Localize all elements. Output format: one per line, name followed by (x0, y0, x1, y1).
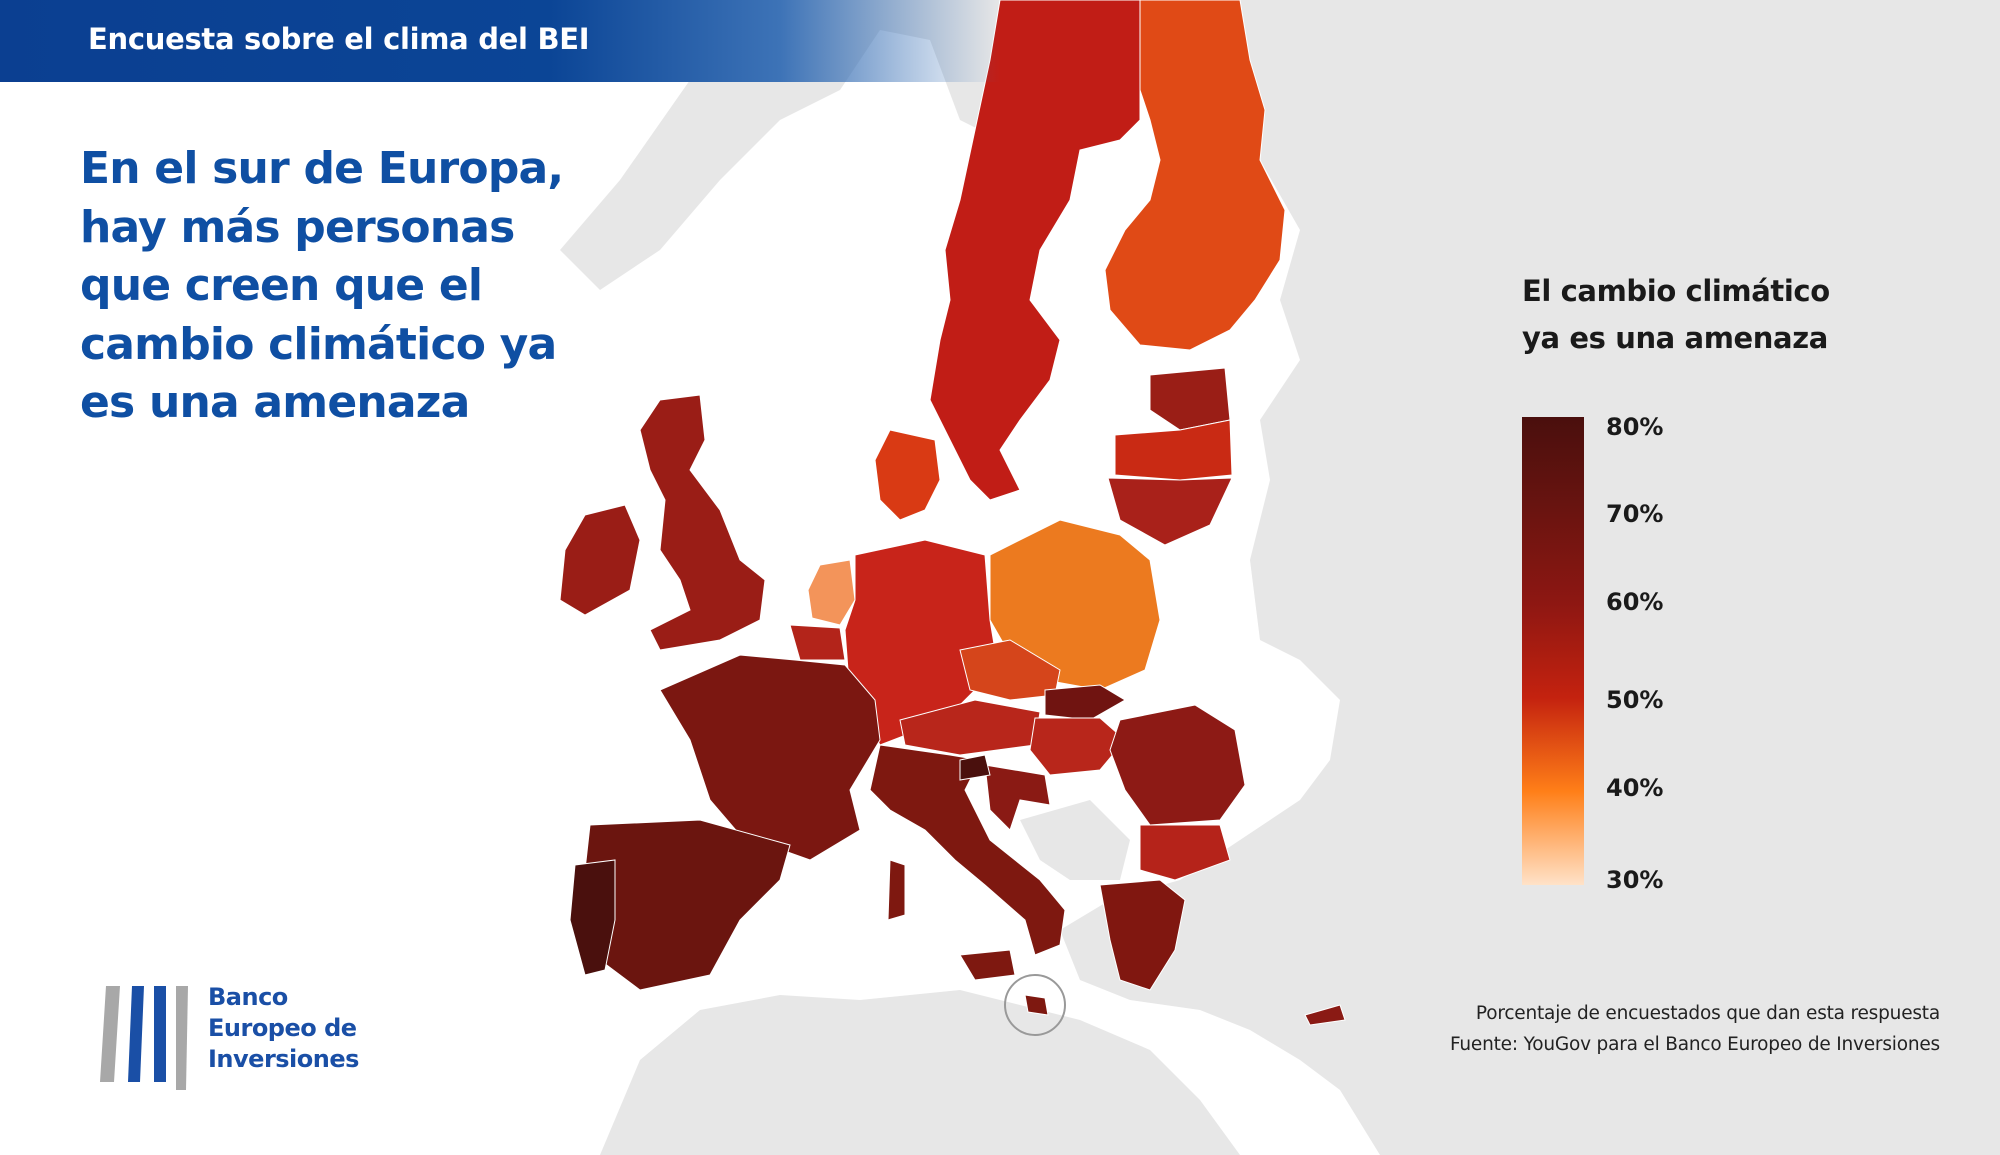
country-uk (639, 394, 766, 651)
country-finland (1104, 0, 1286, 351)
legend-title-line: ya es una amenaza (1522, 321, 1828, 355)
country-hungary (1029, 717, 1126, 776)
eib-logo-icon (100, 986, 188, 1090)
legend-title-line: El cambio climático (1522, 274, 1830, 308)
country-france (659, 654, 881, 861)
country-italy-sardinia (887, 859, 906, 921)
country-netherlands (807, 559, 856, 626)
country-cyprus (1304, 1004, 1346, 1026)
headline-line: En el sur de Europa, (80, 143, 564, 194)
eu-countries (559, 0, 1346, 1036)
country-estonia (1149, 367, 1231, 431)
headline-line: que creen que el (80, 260, 483, 311)
country-italy-sicily (959, 949, 1016, 981)
country-belgium (789, 624, 846, 661)
legend-color-scale (1522, 417, 1584, 885)
country-bulgaria (1139, 824, 1231, 881)
country-romania (1109, 704, 1246, 826)
malta-highlight (1004, 974, 1066, 1036)
legend-tick: 40% (1606, 774, 1664, 802)
headline: En el sur de Europa, hay más personas qu… (80, 140, 600, 433)
legend-tick: 30% (1606, 866, 1664, 894)
logo-line: Inversiones (208, 1045, 359, 1073)
headline-line: cambio climático ya (80, 318, 557, 370)
country-ireland (559, 504, 641, 616)
country-spain (584, 819, 791, 991)
header-bar: Encuesta sobre el clima del BEI (0, 0, 1000, 82)
footnote-source: Fuente: YouGov para el Banco Europeo de … (1449, 1034, 1940, 1055)
legend-tick: 60% (1606, 588, 1664, 616)
country-slovenia (959, 754, 991, 781)
legend-tick: 50% (1606, 686, 1664, 714)
country-malta (1024, 994, 1049, 1016)
eib-logo-text: Banco Europeo de Inversiones (208, 982, 359, 1075)
country-latvia (1114, 419, 1233, 481)
country-sweden (929, 0, 1141, 501)
headline-line: hay más personas (80, 201, 515, 253)
non-eu-land (560, 0, 2000, 1155)
legend-tick: 70% (1606, 500, 1664, 528)
footnote-description: Porcentaje de encuestados que dan esta r… (1475, 1003, 1940, 1024)
headline-line: es una amenaza (80, 377, 470, 428)
logo-line: Europeo de (208, 1014, 357, 1042)
logo-line: Banco (208, 983, 288, 1011)
country-croatia (984, 764, 1051, 831)
country-greece (1099, 879, 1186, 991)
legend-title: El cambio climático ya es una amenaza (1522, 268, 1830, 362)
legend-tick: 80% (1606, 413, 1664, 441)
country-denmark (874, 429, 941, 521)
country-slovakia (1044, 684, 1126, 721)
header-title: Encuesta sobre el clima del BEI (88, 22, 590, 56)
country-lithuania (1107, 477, 1233, 546)
country-portugal (569, 859, 616, 976)
